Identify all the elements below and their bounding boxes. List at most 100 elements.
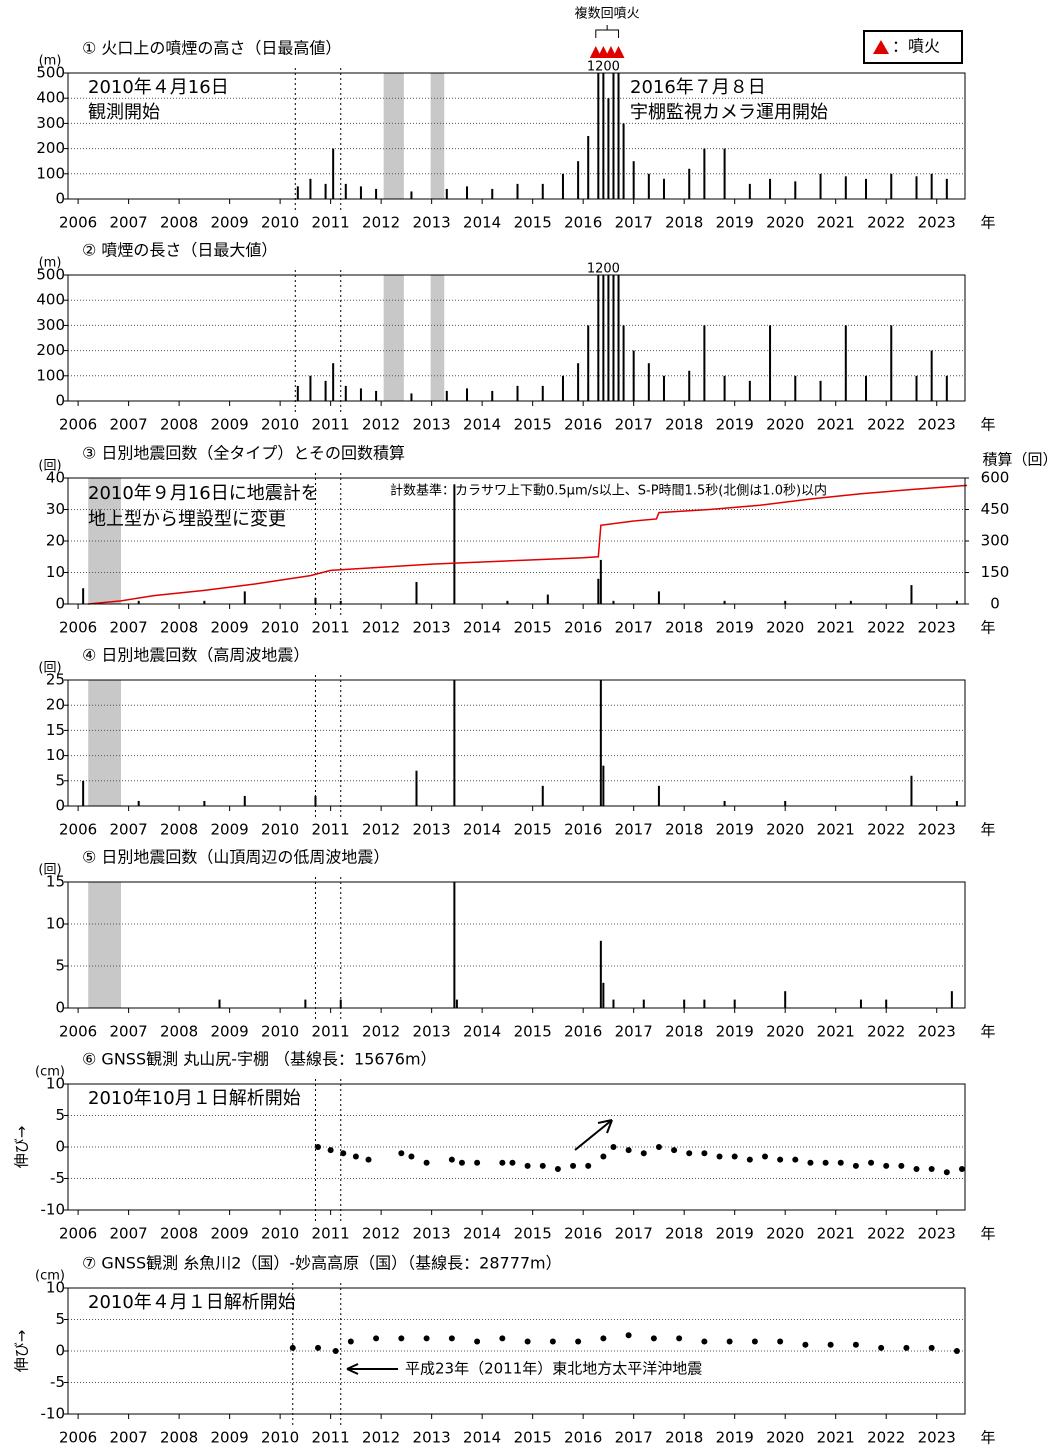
x-tick-label: 2014 — [463, 1429, 501, 1447]
x-tick-label: 2020 — [766, 1225, 804, 1243]
point — [903, 1344, 910, 1351]
bar — [910, 585, 913, 604]
point — [327, 1147, 334, 1154]
x-tick-label: 2012 — [362, 1225, 400, 1243]
bar — [587, 136, 590, 199]
bar — [415, 770, 418, 806]
bar — [82, 588, 85, 604]
y2-unit: 積算（回） — [982, 451, 1057, 469]
x-tick-label: 2013 — [413, 214, 451, 232]
x-tick-label: 2011 — [312, 821, 350, 839]
plot-frame — [67, 72, 966, 200]
bar — [617, 73, 620, 199]
x-tick-label: 2006 — [59, 1023, 97, 1041]
point — [827, 1341, 834, 1348]
point — [585, 1162, 592, 1169]
x-tick-label: 2020 — [766, 821, 804, 839]
y-tick-label: 0 — [55, 392, 65, 410]
bar — [859, 999, 862, 1008]
bar — [561, 173, 564, 199]
x-tick-label: 2013 — [413, 416, 451, 434]
x-tick-label: 2014 — [463, 1225, 501, 1243]
bar — [314, 795, 317, 806]
x-tick-label: 2023 — [918, 416, 956, 434]
x-tick-label: 2011 — [312, 619, 350, 637]
trend-arrow — [574, 1119, 613, 1151]
x-tick-label: 2010 — [261, 416, 299, 434]
bar — [784, 600, 787, 604]
x-tick-label: 2007 — [110, 1225, 148, 1243]
annotation: 観測開始 — [88, 102, 160, 123]
quake-arrow — [346, 1363, 398, 1375]
bar — [339, 999, 342, 1008]
bar — [683, 999, 686, 1008]
peak-label: 1200 — [587, 262, 620, 277]
bar — [587, 325, 590, 401]
bar — [453, 882, 456, 1008]
bar — [819, 173, 822, 199]
bar — [243, 795, 246, 806]
bar — [930, 350, 933, 401]
y-tick-label: 500 — [36, 266, 65, 284]
bar — [819, 380, 822, 401]
x-tick-label: 2021 — [817, 416, 855, 434]
bar — [375, 390, 378, 401]
x-tick-label: 2007 — [110, 619, 148, 637]
y-tick-label: 0 — [55, 1342, 65, 1360]
y-tick-label: 0 — [55, 797, 65, 815]
y-unit: (回) — [38, 661, 61, 676]
point — [898, 1162, 905, 1169]
bar — [597, 73, 600, 199]
x-tick-label: 2018 — [665, 1429, 703, 1447]
bar — [602, 73, 605, 199]
point — [686, 1150, 693, 1157]
plot-frame — [67, 679, 966, 807]
annotation: 地上型から埋設型に変更 — [88, 509, 286, 530]
point — [600, 1335, 607, 1342]
annotation: 2010年４月16日 — [88, 77, 229, 98]
bar — [642, 999, 645, 1008]
y-unit: (m) — [39, 256, 62, 271]
point — [474, 1338, 481, 1345]
point — [731, 1153, 738, 1160]
point — [701, 1150, 708, 1157]
bar — [541, 183, 544, 199]
x-tick-label: 2013 — [413, 619, 451, 637]
x-tick-label: 2013 — [413, 1225, 451, 1243]
y2-tick-label: 150 — [981, 563, 1010, 581]
bar — [466, 186, 469, 199]
plot-frame — [67, 477, 966, 605]
x-tick-label: 2020 — [766, 214, 804, 232]
y-tick-label: 25 — [46, 671, 65, 689]
x-tick-label: 2012 — [362, 214, 400, 232]
x-tick-label: 2008 — [160, 1023, 198, 1041]
point — [852, 1341, 859, 1348]
bar — [885, 999, 888, 1008]
y-tick-label: 300 — [36, 114, 65, 132]
y-tick-label: 0 — [55, 999, 65, 1017]
x-tick-label: 2017 — [615, 214, 653, 232]
x-tick-label: 2010 — [261, 821, 299, 839]
chart-title: ① 火口上の噴煙の高さ（日最高値） — [82, 39, 341, 58]
eruption-marker — [604, 46, 617, 58]
y-tick-label: 200 — [36, 139, 65, 157]
bar — [359, 186, 362, 199]
bar — [453, 484, 456, 604]
point — [761, 1153, 768, 1160]
x-tick-label: 2016 — [564, 821, 602, 839]
y-label: 伸び→ — [13, 1126, 31, 1169]
point — [524, 1338, 531, 1345]
bar — [304, 999, 307, 1008]
bar — [784, 991, 787, 1008]
x-tick-label: 2021 — [817, 214, 855, 232]
x-tick-label: 2011 — [312, 1225, 350, 1243]
x-tick-label: 2017 — [615, 619, 653, 637]
point — [398, 1335, 405, 1342]
bar — [723, 375, 726, 401]
x-tick-label: 2006 — [59, 416, 97, 434]
point — [340, 1150, 347, 1157]
annotation: 宇棚監視カメラ運用開始 — [630, 102, 828, 123]
y-tick-label: 10 — [46, 915, 65, 933]
y-tick-label: 15 — [46, 721, 65, 739]
